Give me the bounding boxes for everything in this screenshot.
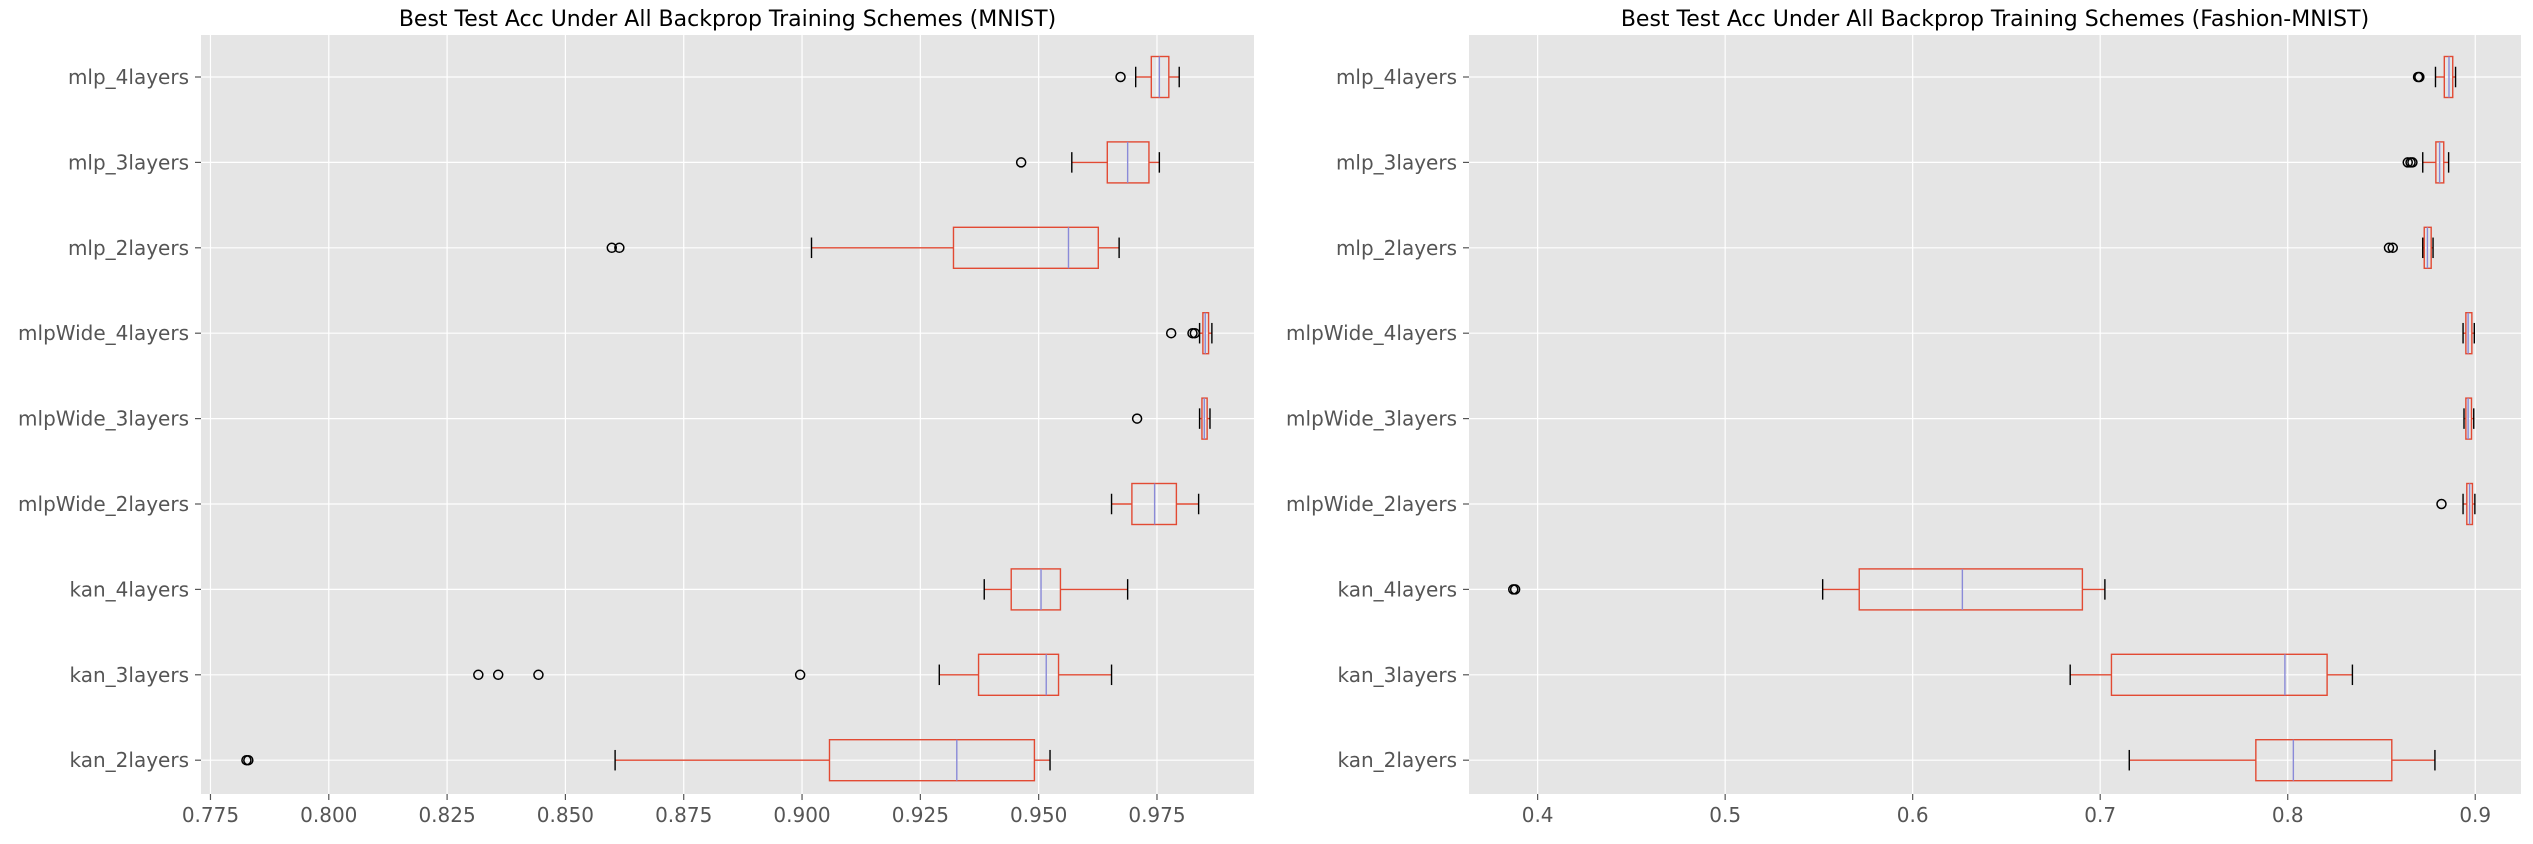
box-group-mlpWide_2layers <box>1110 482 1200 526</box>
flier-point <box>243 754 254 766</box>
x-tick-label: 0.9 <box>2459 803 2491 827</box>
x-tick-label: 0.800 <box>300 803 357 827</box>
y-tick-label: kan_2layers <box>1338 748 1457 772</box>
chart-title: Best Test Acc Under All Backprop Trainin… <box>1621 7 2369 32</box>
flier-point <box>1131 413 1143 424</box>
x-tick-label: 0.850 <box>537 803 594 827</box>
box <box>1150 55 1170 99</box>
box-group-mlp_3layers <box>2402 141 2450 184</box>
x-tick-label: 0.6 <box>1897 803 1929 827</box>
box-group-mlpWide_4layers <box>1165 312 1213 355</box>
box-group-mlpWide_3layers <box>2463 397 2475 440</box>
y-tick-label: mlpWide_3layers <box>18 407 189 431</box>
box-group-mlp_2layers <box>2383 226 2434 270</box>
y-tick-label: kan_2layers <box>70 748 189 772</box>
box-group-kan_4layers <box>1508 568 2106 611</box>
y-tick-label: mlpWide_4layers <box>1286 321 1457 345</box>
flier-point <box>614 242 625 254</box>
flier-point <box>2414 71 2425 83</box>
y-tick-label: mlpWide_2layers <box>18 492 189 516</box>
y-tick-label: kan_3layers <box>70 663 189 687</box>
x-tick-label: 0.975 <box>1128 803 1185 827</box>
flier-point <box>2383 242 2395 254</box>
chart-title: Best Test Acc Under All Backprop Trainin… <box>399 7 1056 32</box>
flier-point <box>1189 327 1201 339</box>
flier-point <box>794 669 806 681</box>
x-tick-label: 0.950 <box>1010 803 1067 827</box>
x-tick-label: 0.900 <box>773 803 830 827</box>
box <box>2255 739 2393 782</box>
y-tick-label: mlp_3layers <box>68 150 189 174</box>
x-tick-label: 0.8 <box>2272 803 2304 827</box>
box-group-mlp_4layers <box>2412 55 2457 99</box>
box-group-mlp_3layers <box>1015 141 1161 184</box>
flier-point <box>2407 157 2418 168</box>
box <box>1858 568 2084 611</box>
x-tick-label: 0.925 <box>892 803 949 827</box>
flier-point <box>2436 498 2447 510</box>
y-tick-label: kan_4layers <box>70 577 189 601</box>
flier-point <box>473 669 484 681</box>
x-tick-label: 0.775 <box>182 803 239 827</box>
plot-area <box>1469 35 2521 794</box>
y-tick-label: mlp_2layers <box>68 236 189 260</box>
x-tick-label: 0.4 <box>1522 803 1554 827</box>
y-tick-label: mlpWide_4layers <box>18 321 189 345</box>
y-tick-label: mlp_3layers <box>1336 150 1457 174</box>
flier-point <box>1165 327 1177 339</box>
flier-point <box>2402 157 2413 168</box>
flier-point <box>1015 157 1027 168</box>
box-group-mlp_2layers <box>606 226 1120 270</box>
box <box>2110 653 2328 696</box>
box-group-mlpWide_2layers <box>2436 482 2476 526</box>
y-tick-label: mlpWide_3layers <box>1286 407 1457 431</box>
y-tick-label: kan_4layers <box>1338 577 1457 601</box>
flier-point <box>1509 584 1521 595</box>
y-tick-label: mlp_4layers <box>68 65 189 89</box>
y-tick-label: mlp_2layers <box>1336 236 1457 260</box>
x-tick-label: 0.5 <box>1709 803 1741 827</box>
box-group-mlpWide_4layers <box>2462 312 2476 355</box>
flier-point <box>492 669 504 681</box>
x-tick-label: 0.7 <box>2084 803 2116 827</box>
box <box>828 739 1036 782</box>
box-group-kan_3layers <box>473 653 1113 696</box>
box <box>1010 568 1062 611</box>
flier-point <box>606 242 618 254</box>
plot-area <box>201 35 1254 794</box>
y-tick-label: mlp_4layers <box>1336 65 1457 89</box>
box-group-kan_4layers <box>983 568 1129 611</box>
box-group-mlp_4layers <box>1115 55 1180 99</box>
chart-mnist: 0.775 0.800 0.825 0.850 0.875 0.900 0.925 0.950… <box>18 7 1254 827</box>
box-group-mlpWide_3layers <box>1131 397 1211 440</box>
flier-point <box>2387 242 2398 254</box>
y-tick-label: kan_3layers <box>1338 663 1457 687</box>
box-group-kan_3layers <box>2069 653 2354 696</box>
y-tick-label: mlpWide_2layers <box>1286 492 1457 516</box>
box-group-kan_2layers <box>2128 739 2436 782</box>
flier-point <box>533 669 544 681</box>
flier-point <box>1115 71 1126 83</box>
box <box>2465 312 2473 355</box>
x-tick-label: 0.825 <box>418 803 475 827</box>
x-tick-label: 0.875 <box>655 803 712 827</box>
box <box>977 653 1060 696</box>
box-group-kan_2layers <box>241 739 1051 782</box>
chart-fashion-mnist: 0.4 0.5 0.6 0.7 0.8 0.9 mlp_4layers mlp_3layers… <box>1286 7 2521 827</box>
box <box>952 226 1099 270</box>
